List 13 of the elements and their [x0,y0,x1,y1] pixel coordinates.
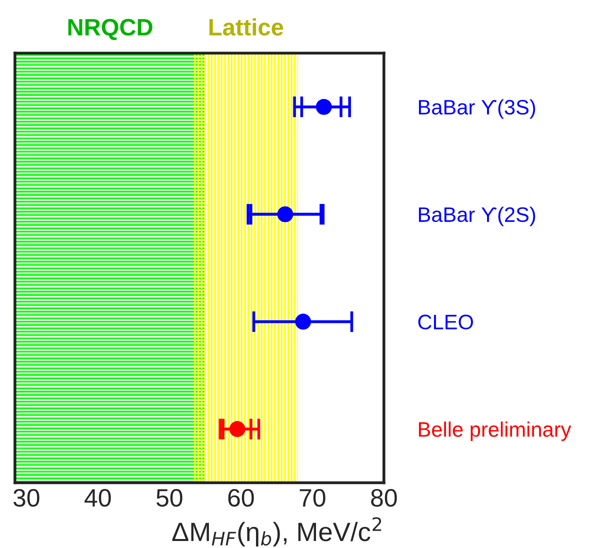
band-label: Lattice [209,18,284,36]
x-tick-label: 50 [156,489,182,507]
band-label: NRQCD [68,18,152,40]
y-tick-label: BaBar ϒ(2S) [418,206,536,226]
x-axis-title: ΔM$_{HF}$(η$_{b}$), MeV/c$^{2}$ [172,517,382,546]
x-tick-label: 70 [300,489,326,507]
y-tick-label: CLEO [418,314,473,330]
y-tick-label: Belle preliminary [418,422,572,441]
x-tick-label: 80 [371,489,397,507]
x-tick-label: 60 [228,489,254,507]
y-tick-label: BaBar ϒ(3S) [418,99,536,119]
x-tick-label: 40 [84,489,111,507]
x-tick-label: 30 [13,489,40,507]
